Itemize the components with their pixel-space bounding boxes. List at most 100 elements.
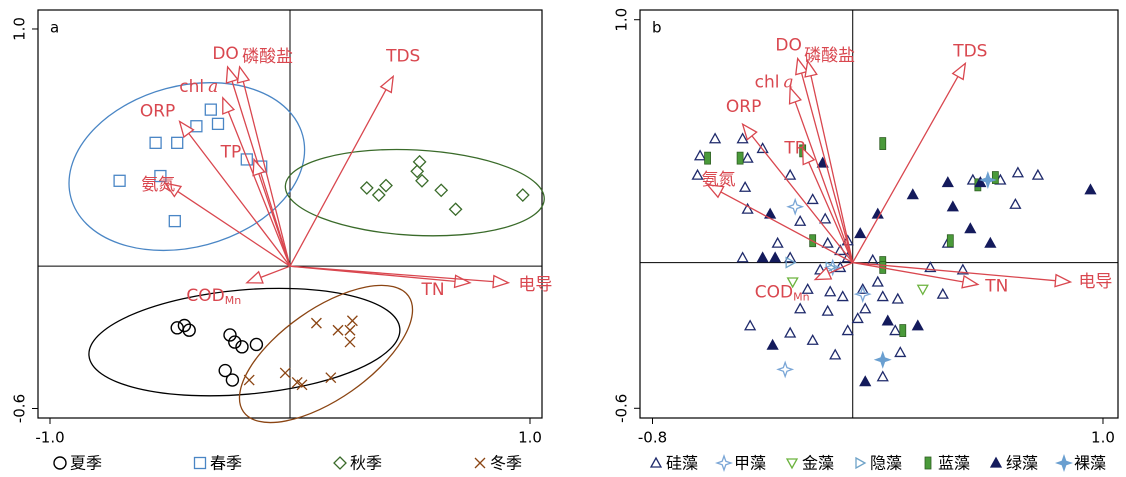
arrow-label-text: DO xyxy=(775,36,801,56)
arrow xyxy=(252,157,291,267)
marker xyxy=(736,251,749,263)
marker xyxy=(346,315,358,327)
marker xyxy=(924,456,932,470)
legend-label: 春季 xyxy=(210,454,242,473)
arrow xyxy=(852,61,967,263)
marker xyxy=(704,151,711,165)
marker xyxy=(1031,168,1045,180)
panel-label: b xyxy=(652,19,662,37)
marker xyxy=(741,151,754,163)
marker xyxy=(881,314,894,326)
marker xyxy=(978,171,997,189)
marker xyxy=(691,168,704,180)
marker xyxy=(785,458,799,470)
legend-label: 绿藻 xyxy=(1006,454,1038,473)
marker xyxy=(806,193,819,205)
arrow-label: TDS xyxy=(385,46,420,66)
marker xyxy=(228,335,242,349)
marker xyxy=(946,234,954,248)
x-tick-label: 1.0 xyxy=(518,429,542,447)
arrow xyxy=(813,261,853,281)
marker xyxy=(786,277,799,289)
marker xyxy=(249,337,264,352)
marker xyxy=(1011,166,1024,178)
marker xyxy=(149,136,162,149)
arrow xyxy=(852,261,980,289)
arrow-label: 氨氮 xyxy=(141,175,175,195)
arrow-label-text: chl xyxy=(755,73,780,93)
marker xyxy=(823,258,842,277)
marker xyxy=(225,373,240,387)
arrow-label: 电导 xyxy=(518,275,552,295)
plot-frame xyxy=(639,9,1119,419)
x-tick-label: -0.8 xyxy=(638,429,667,447)
arrow-label-text: 氨氮 xyxy=(702,170,736,190)
marker xyxy=(756,142,769,154)
arrow-label-text: TP xyxy=(220,142,242,162)
arrow-label: DO xyxy=(775,36,801,56)
marker xyxy=(894,346,907,358)
marker xyxy=(515,188,530,202)
arrow-label: ORP xyxy=(140,101,175,121)
legend-label: 冬季 xyxy=(490,454,522,473)
legend-label: 甲藻 xyxy=(734,454,766,473)
marker xyxy=(177,318,192,333)
marker xyxy=(344,336,356,348)
arrow xyxy=(163,182,291,267)
arrow xyxy=(741,122,854,263)
arrow-label-text: TN xyxy=(984,276,1008,296)
marker xyxy=(1055,454,1073,472)
arrow-label: TN xyxy=(420,280,444,300)
marker xyxy=(989,456,1003,468)
marker xyxy=(204,103,217,116)
arrow-label-text: ORP xyxy=(140,101,175,121)
marker xyxy=(819,212,832,224)
marker xyxy=(741,202,754,214)
marker xyxy=(113,174,126,187)
marker xyxy=(693,149,707,161)
marker xyxy=(415,173,429,188)
arrow-label: 氨氮 xyxy=(702,170,736,190)
legend-label: 秋季 xyxy=(350,454,382,473)
arrow-label: chl a xyxy=(755,72,794,93)
marker xyxy=(171,136,184,149)
marker xyxy=(53,456,67,470)
arrow-label-suffix: a xyxy=(784,72,794,92)
marker xyxy=(936,287,949,299)
marker xyxy=(821,304,834,316)
marker xyxy=(776,360,795,379)
x-tick-label: -1.0 xyxy=(35,429,64,447)
marker xyxy=(924,261,937,273)
marker xyxy=(859,302,872,314)
arrow xyxy=(236,65,291,267)
arrow xyxy=(804,59,854,263)
marker xyxy=(911,319,924,331)
marker xyxy=(854,227,867,239)
marker xyxy=(739,180,752,192)
marker xyxy=(829,348,842,360)
marker xyxy=(916,284,929,296)
marker xyxy=(332,324,344,336)
legend-label: 硅藻 xyxy=(666,454,698,473)
arrow-label-text: TDS xyxy=(385,46,420,66)
arrow-label: TP xyxy=(783,138,805,158)
marker xyxy=(766,338,779,350)
marker xyxy=(371,188,386,202)
arrow-label-text: COD xyxy=(186,286,224,306)
marker xyxy=(170,321,184,335)
marker xyxy=(784,251,797,263)
marker xyxy=(744,319,757,331)
marker xyxy=(801,282,814,294)
marker xyxy=(448,202,463,217)
group-ellipse xyxy=(284,148,545,237)
marker xyxy=(211,117,225,131)
arrow-label-text: chl xyxy=(179,77,204,97)
marker xyxy=(218,363,232,378)
arrow-label-text: ORP xyxy=(726,97,761,117)
arrow-label-suffix: Mn xyxy=(225,294,241,307)
arrow-label: ORP xyxy=(726,97,761,117)
marker xyxy=(889,324,902,336)
marker xyxy=(906,188,919,200)
arrow-label: 磷酸盐 xyxy=(242,47,293,67)
arrow-label-text: 磷酸盐 xyxy=(242,47,293,67)
